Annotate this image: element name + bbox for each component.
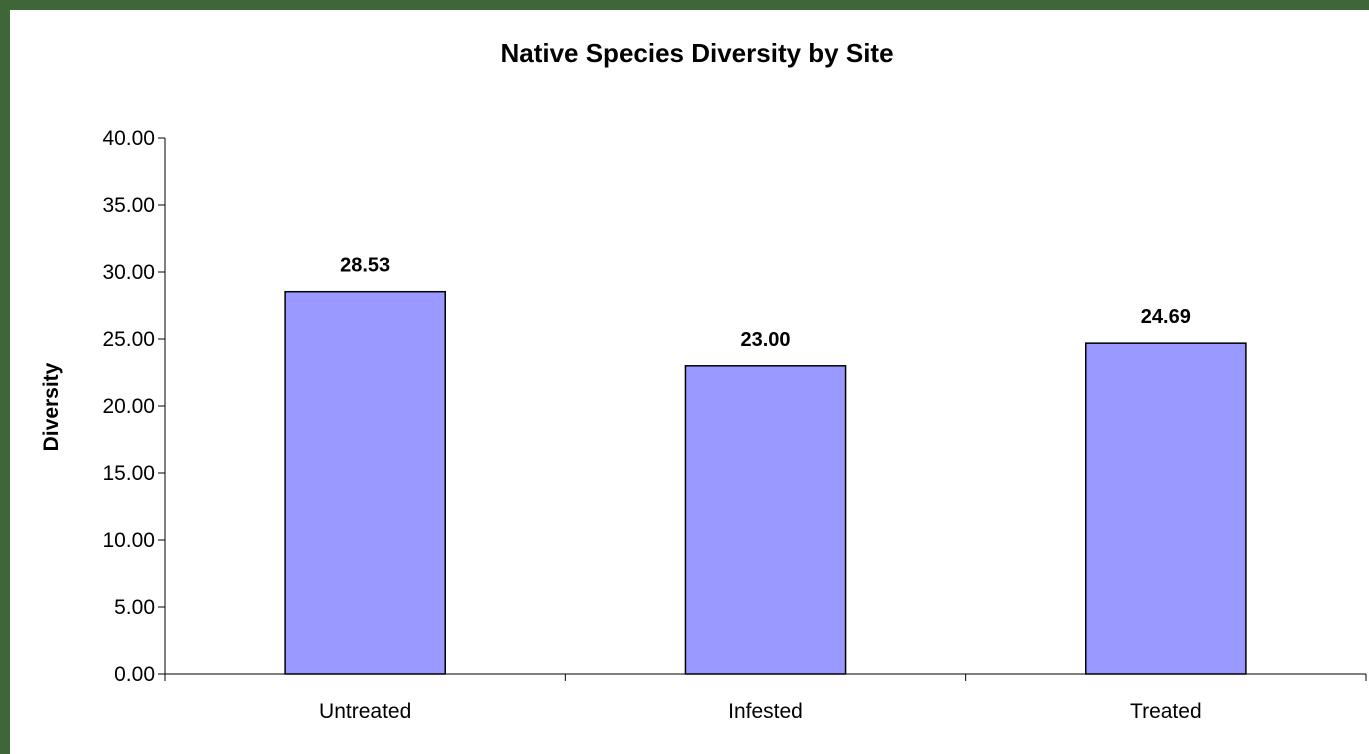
data-label: 28.53 <box>340 255 390 277</box>
y-tick-label: 20.00 <box>102 395 155 418</box>
y-tick-label: 30.00 <box>102 261 155 284</box>
data-label: 23.00 <box>740 329 790 351</box>
y-tick-label: 25.00 <box>102 328 155 351</box>
x-tick-label: Untreated <box>319 700 411 723</box>
bar-untreated <box>284 290 446 675</box>
chart-title: Native Species Diversity by Site <box>500 38 893 68</box>
x-tick-label: Treated <box>1130 700 1202 723</box>
y-tick-label: 10.00 <box>102 529 155 552</box>
y-tick-label: 0.00 <box>114 663 155 686</box>
bar-infested <box>684 365 847 675</box>
y-tick-label: 5.00 <box>114 596 155 619</box>
y-tick-label: 15.00 <box>102 462 155 485</box>
x-tick-label: Infested <box>728 700 803 723</box>
y-tick-label: 35.00 <box>102 194 155 217</box>
bars <box>284 290 1247 675</box>
y-tick-label: 40.00 <box>102 127 155 150</box>
labels: 28.53 Untreated 23.00 Infested 24.69 Treated <box>319 255 1202 723</box>
bar-treated <box>1085 342 1247 675</box>
data-label: 24.69 <box>1141 306 1191 328</box>
y-axis-title: Diversity <box>40 362 63 451</box>
